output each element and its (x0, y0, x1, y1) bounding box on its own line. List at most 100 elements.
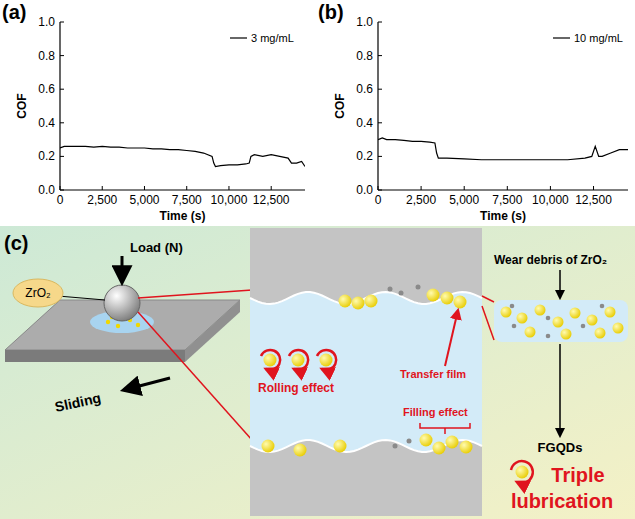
plate-side (185, 300, 240, 362)
fgqd (613, 323, 624, 334)
contact-zone (250, 228, 482, 516)
x-tick-label: 10,000 (211, 193, 248, 207)
panel-0: 0.00.20.40.60.81.002,5005,0007,50010,000… (2, 1, 305, 223)
y-axis (377, 22, 378, 190)
diagram-background (0, 226, 635, 519)
y-tick (60, 55, 64, 56)
fgqd (339, 295, 352, 308)
legend-swatch (230, 37, 247, 38)
x-tick (271, 186, 272, 190)
plate-front (5, 350, 185, 362)
debris (600, 304, 605, 309)
fgqd (570, 308, 581, 319)
sliding-arrow (124, 378, 170, 390)
zoom-line (482, 296, 494, 302)
x-axis (60, 189, 305, 190)
x-axis-title: Time (s) (480, 209, 526, 223)
y-tick-label: 1.0 (356, 15, 373, 29)
x-tick (378, 186, 379, 190)
debris (546, 334, 551, 339)
debris (512, 324, 517, 329)
x-tick-label: 2,500 (87, 193, 117, 207)
x-tick-label: 12,500 (575, 193, 612, 207)
load-arrow (121, 256, 124, 282)
y-tick-label: 0.2 (38, 149, 55, 163)
legend-label: 3 mg/mL (251, 32, 294, 44)
x-tick-label: 5,000 (129, 193, 159, 207)
y-tick-label: 0.2 (356, 149, 373, 163)
rolling-arrow (289, 350, 308, 370)
y-axis-title: COF (333, 93, 347, 118)
filling-label: Filling effect (403, 406, 468, 418)
x-tick-label: 10,000 (532, 193, 569, 207)
transfer-arrow (445, 310, 458, 366)
debris-arrow (559, 270, 561, 298)
x-tick (186, 186, 187, 190)
fgqd (352, 297, 365, 310)
fgqd (454, 296, 467, 309)
fgqd (561, 329, 572, 340)
fgqd (320, 354, 333, 367)
fgqd (460, 441, 473, 454)
debris-label: Wear debris of ZrO₂ (494, 253, 607, 267)
fgqd (525, 327, 536, 338)
rolling-label: Rolling effect (258, 381, 334, 395)
zoom-patch (494, 300, 628, 342)
y-tick-label: 0.6 (38, 82, 55, 96)
x-axis (378, 189, 628, 190)
fgqd (517, 313, 528, 324)
y-tick-label: 0.8 (38, 49, 55, 63)
fgqd (294, 444, 307, 457)
fgqd (420, 434, 433, 447)
particle (116, 324, 120, 328)
y-tick-label: 0.0 (38, 183, 55, 197)
leader (58, 296, 105, 300)
y-tick (60, 22, 64, 23)
y-tick (60, 89, 64, 90)
x-tick (60, 186, 61, 190)
y-tick (378, 89, 382, 90)
y-tick (60, 122, 64, 123)
debris (416, 285, 421, 290)
series-line (378, 138, 628, 160)
x-tick-label: 12,500 (253, 193, 290, 207)
fgqd (264, 354, 277, 367)
x-axis-title: Time (s) (160, 209, 206, 223)
x-tick-label: 2,500 (406, 193, 436, 207)
particle (106, 320, 110, 324)
fgqd (292, 354, 305, 367)
y-tick-label: 0.4 (38, 116, 55, 130)
y-tick (378, 122, 382, 123)
lubricant-film (250, 292, 482, 452)
x-tick-label: 5,000 (449, 193, 479, 207)
legend-swatch (553, 37, 570, 38)
figure: 0.0 0.2 0.4 0.6 0.8 1.0 0 2,500 5,000 7,500 10,000… (0, 0, 635, 519)
fgqd-arrow (559, 344, 561, 436)
x-tick (144, 186, 145, 190)
zoom-line (482, 306, 494, 340)
x-tick-label: 7,500 (172, 193, 202, 207)
panel-letter: (b) (318, 1, 344, 23)
rolling-arrow (511, 461, 533, 483)
x-tick (593, 186, 594, 190)
debris (581, 324, 586, 329)
fgqd (587, 315, 598, 326)
x-tick (550, 186, 551, 190)
x-tick (507, 186, 508, 190)
x-tick-label: 0 (375, 193, 382, 207)
x-tick (464, 186, 465, 190)
y-tick (378, 55, 382, 56)
x-tick (102, 186, 103, 190)
load-label: Load (N) (130, 240, 183, 255)
y-tick (378, 156, 382, 157)
y-tick (60, 156, 64, 157)
fgqd (262, 440, 275, 453)
fgqd-label: FGQDs (538, 440, 583, 455)
fgqd (535, 305, 546, 316)
y-tick (378, 22, 382, 23)
debris (388, 287, 393, 292)
panel-1: 0.00.20.40.60.81.002,5005,0007,50010,000… (318, 1, 628, 223)
sliding-label: Sliding (53, 390, 102, 415)
filling-bracket (420, 423, 470, 434)
y-tick-label: 0.8 (356, 49, 373, 63)
